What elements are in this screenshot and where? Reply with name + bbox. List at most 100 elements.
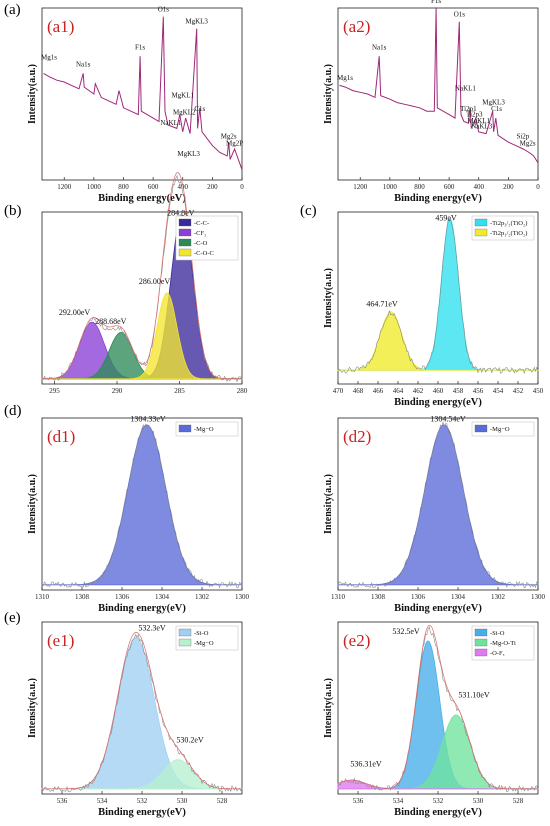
chart-panels: 1200 1000 800 600 400 200 0 Binding energy(eV) I…: [27, 0, 546, 818]
legend-swatch: [474, 628, 488, 637]
x-tick-label: 1310: [35, 593, 50, 601]
spectrum-line: [339, 7, 539, 164]
x-tick-label: 800: [118, 183, 129, 191]
peak-annotation: NaKL1: [160, 119, 181, 127]
peak-annotation: O1s: [158, 5, 170, 13]
y-axis-label: Intensity(a.u.): [323, 268, 334, 328]
x-tick-label: 800: [414, 183, 425, 191]
x-tick-label: 1308: [371, 593, 386, 601]
y-axis-label: Intensity(a.u.): [27, 678, 38, 738]
x-tick-label: 450: [533, 387, 544, 395]
plot-frame: [41, 7, 243, 181]
peak-annotation: Mg2s: [221, 133, 237, 141]
x-tick-label: 200: [207, 183, 218, 191]
x-tick-label: 1200: [57, 183, 72, 191]
raw-spectrum-line: [41, 174, 243, 383]
figure-label-e: (e): [4, 610, 21, 626]
raw-spectrum-line: [337, 217, 539, 375]
peak-annotation: Si2p: [516, 133, 529, 141]
x-tick-label: 1300: [235, 593, 250, 601]
x-tick-label: 1302: [195, 593, 210, 601]
peak-annotation: 530.2eV: [176, 735, 204, 744]
legend-swatch: [474, 424, 488, 433]
x-axis-label: Binding energy(eV): [394, 193, 482, 204]
peak-annotation: 286.00eV: [139, 277, 171, 286]
spectrum-line: [43, 16, 243, 170]
chart-b: 295 290 285 280 -C-C- -CF₂ -C-O -C-O-C 284.8eV 28…: [41, 172, 248, 395]
peak-annotation: 532.3eV: [138, 624, 166, 633]
legend-label: -Mg−O: [194, 426, 214, 433]
legend-label: -O-Fₓ: [490, 650, 505, 657]
plot-frame: [337, 211, 539, 385]
x-tick-label: 600: [148, 183, 159, 191]
peak-annotation: 459eV: [435, 214, 457, 223]
x-tick-label: 534: [393, 797, 404, 805]
x-tick-label: 454: [493, 387, 504, 395]
chart-a2: 1200 1000 800 600 400 200 0 Binding energy(eV) I…: [323, 0, 540, 204]
x-tick-label: 0: [240, 183, 244, 191]
legend-label: -Mg−O: [490, 426, 510, 433]
x-tick-label: 280: [237, 387, 248, 395]
peak-annotation: Mg1s: [41, 54, 57, 62]
panel-label: (a1): [47, 17, 74, 36]
plot-frame: [337, 7, 539, 181]
legend-swatch: [178, 218, 192, 227]
x-tick-label: 295: [49, 387, 60, 395]
legend-label: -Ti2p₁/₂(TiO₂): [490, 230, 527, 237]
x-tick-label: 1000: [87, 183, 102, 191]
legend: -Ti2p₃/₂(TiO₂) -Ti2p₁/₂(TiO₂): [471, 215, 535, 241]
legend-label: -C-C-: [194, 220, 209, 227]
x-tick-label: 532: [137, 797, 148, 805]
chart-c: 470 468 466 464 462 460 458 456 454 452 450 Binding…: [323, 211, 544, 408]
legend-swatch: [178, 628, 192, 637]
legend-swatch: [178, 424, 192, 433]
peak-annotation: Mg2s: [520, 140, 536, 148]
x-tick-label: 1304: [155, 593, 170, 601]
legend-label: -Si-O: [194, 630, 209, 637]
legend-label: -Mg-O-Ti: [490, 640, 516, 647]
x-tick-label: 470: [333, 387, 344, 395]
figure-label-c: (c): [300, 203, 317, 219]
x-tick-label: 464: [393, 387, 404, 395]
x-axis-label: Binding energy(eV): [98, 807, 186, 818]
x-axis-label: Binding energy(eV): [394, 397, 482, 408]
legend-box: [175, 421, 239, 437]
legend-label: -Ti2p₃/₂(TiO₂): [490, 220, 527, 227]
x-tick-label: 530: [473, 797, 484, 805]
x-tick-label: 1304: [451, 593, 466, 601]
x-tick-label: 1000: [383, 183, 398, 191]
peak-fill-3: [41, 292, 243, 380]
x-tick-label: 462: [413, 387, 424, 395]
chart-e2: 536 534 532 530 528 Binding energy(eV) Intensi…: [323, 621, 539, 818]
legend: -Si-O -Mg−O: [175, 625, 239, 651]
x-tick-label: 532: [433, 797, 444, 805]
x-tick-label: 456: [473, 387, 484, 395]
legend: -Mg−O: [471, 421, 535, 437]
figure-label-a: (a): [4, 2, 21, 18]
peak-annotation: 464.71eV: [366, 300, 398, 309]
peak-annotation: 532.5eV: [392, 627, 420, 636]
raw-spectrum-line: [337, 421, 539, 589]
peak-annotation: Na1s: [76, 60, 91, 68]
peak-annotation: Na1s: [372, 43, 387, 51]
legend-swatch: [178, 638, 192, 647]
x-tick-label: 200: [503, 183, 514, 191]
x-tick-label: 536: [353, 797, 364, 805]
peak-annotation: 284.8eV: [167, 208, 195, 217]
panel-label: (e1): [47, 631, 74, 650]
x-tick-label: 1310: [331, 593, 346, 601]
legend-box: [471, 421, 535, 437]
x-axis-label: Binding energy(eV): [98, 193, 186, 204]
panel-label: (d2): [343, 427, 371, 446]
x-tick-label: 600: [444, 183, 455, 191]
raw-spectrum-line: [41, 423, 243, 589]
peak-annotation: Mg2P: [226, 140, 243, 148]
figure-label-b: (b): [4, 203, 22, 219]
peak-annotation: MgKL1: [467, 117, 490, 125]
chart-d1: 1310 1308 1306 1304 1302 1300 Binding energy(e…: [27, 414, 250, 614]
peak-annotation: MgKL3: [177, 150, 200, 158]
x-tick-label: 285: [174, 387, 185, 395]
chart-d2: 1310 1308 1306 1304 1302 1300 Binding energy(e…: [323, 414, 546, 614]
peak-annotation: Mg1s: [337, 74, 353, 82]
peak-annotation: 292.00eV: [59, 308, 91, 317]
